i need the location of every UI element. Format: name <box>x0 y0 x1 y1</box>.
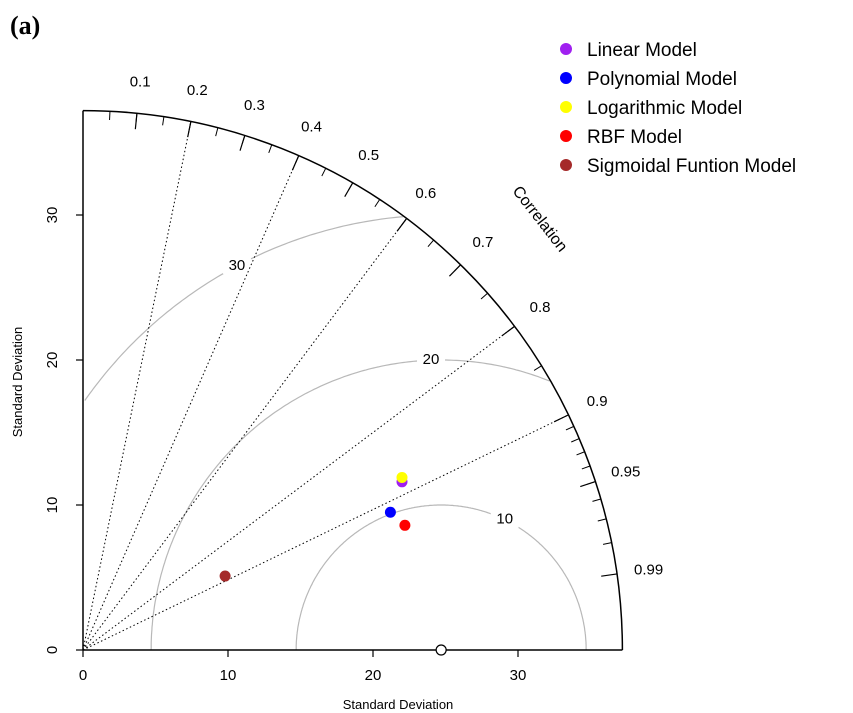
correlation-minor-tick <box>602 542 612 545</box>
correlation-ray-0.4 <box>82 155 300 651</box>
y-tick-label-10: 10 <box>44 497 61 514</box>
legend-label-sigmoidal-funtion-model: Sigmoidal Funtion Model <box>587 156 796 177</box>
rms-contours: 10 20 30 <box>84 216 587 651</box>
x-tick-label-30: 30 <box>510 667 527 684</box>
point-polynomial-model <box>384 506 396 518</box>
x-tick-label-10: 10 <box>220 667 237 684</box>
model-points <box>219 471 447 656</box>
correlation-minor-tick <box>597 518 607 522</box>
correlation-major-tick <box>239 135 246 151</box>
y-axis-title: Standard Deviation <box>10 327 25 438</box>
correlation-major-tick <box>344 182 354 197</box>
correlation-tick-label-0.95: 0.95 <box>611 464 640 481</box>
rms-contour-20 <box>150 359 551 651</box>
legend-label-linear-model: Linear Model <box>587 40 697 61</box>
correlation-ray-0.8 <box>82 325 515 651</box>
rms-label-bg <box>490 509 519 528</box>
correlation-tick-label-0.3: 0.3 <box>244 97 265 114</box>
correlation-minor-tick <box>581 465 591 470</box>
legend-label-polynomial-model: Polynomial Model <box>587 69 737 90</box>
legend-marker-logarithmic-model <box>560 101 572 113</box>
point-logarithmic-model <box>396 471 408 483</box>
y-tick-label-0: 0 <box>44 646 61 654</box>
rms-label-20: 20 <box>423 351 440 368</box>
correlation-tick-label-0.8: 0.8 <box>530 299 551 316</box>
rms-label-10: 10 <box>496 511 513 528</box>
correlation-major-tick <box>501 325 515 337</box>
correlation-tick-label-0.9: 0.9 <box>587 393 608 410</box>
correlation-major-tick <box>134 113 138 130</box>
correlation-major-tick <box>553 414 569 423</box>
correlation-minor-tick <box>576 451 585 456</box>
correlation-ray-0.2 <box>82 121 192 651</box>
correlation-tick-label-0.1: 0.1 <box>130 74 151 91</box>
x-tick-label-20: 20 <box>365 667 382 684</box>
correlation-minor-tick <box>427 239 434 248</box>
legend-marker-rbf-model <box>560 130 572 142</box>
correlation-minor-tick <box>162 116 165 126</box>
correlation-rays <box>82 121 569 651</box>
correlation-tick-label-0.4: 0.4 <box>301 118 322 135</box>
correlation-minor-tick <box>321 168 327 177</box>
correlation-major-tick <box>448 264 462 277</box>
x-tick-label-0: 0 <box>79 667 87 684</box>
x-axis-title: Standard Deviation <box>343 697 454 712</box>
correlation-tick-label-0.2: 0.2 <box>187 82 208 99</box>
correlation-minor-tick <box>215 127 219 137</box>
correlation-tick-label-0.7: 0.7 <box>472 234 493 251</box>
legend: Linear Model Polynomial Model Logarithmic … <box>560 40 796 177</box>
rms-contour-10 <box>295 504 587 651</box>
correlation-major-tick <box>396 218 408 232</box>
correlation-tick-label-0.6: 0.6 <box>415 185 436 202</box>
outer-arc <box>82 109 624 651</box>
correlation-minor-tick <box>268 144 273 154</box>
correlation-major-tick <box>601 573 618 577</box>
correlation-ray-0.6 <box>82 218 408 651</box>
correlation-major-tick <box>187 121 192 138</box>
correlation-minor-tick <box>592 498 601 502</box>
correlation-major-tick <box>291 155 300 171</box>
correlation-axis-title: Correlation <box>509 183 571 255</box>
point-rbf-model <box>399 519 411 531</box>
correlation-minor-tick <box>565 425 575 431</box>
correlation-tick-label-0.5: 0.5 <box>358 147 379 164</box>
reference-point <box>435 644 447 656</box>
rms-label-30: 30 <box>229 257 246 274</box>
correlation-tick-label-0.99: 0.99 <box>634 561 663 578</box>
y-tick-label-30: 30 <box>44 207 61 224</box>
legend-marker-polynomial-model <box>560 72 572 84</box>
correlation-major-tick <box>580 481 596 488</box>
legend-marker-linear-model <box>560 43 572 55</box>
sd-axes: 0 0 10 10 20 20 30 30 <box>44 207 526 684</box>
legend-label-rbf-model: RBF Model <box>587 127 682 148</box>
correlation-ray-0.9 <box>82 414 569 651</box>
correlation-minor-tick <box>480 292 488 300</box>
correlation-minor-tick <box>374 199 381 208</box>
correlation-minor-tick <box>533 365 542 371</box>
panel-label: (a) <box>10 11 40 40</box>
legend-label-logarithmic-model: Logarithmic Model <box>587 98 742 119</box>
correlation-minor-tick <box>571 438 580 443</box>
point-sigmoidal-funtion-model <box>219 570 231 582</box>
rms-label-bg <box>417 350 446 369</box>
legend-marker-sigmoidal-funtion-model <box>560 159 572 171</box>
plot-frame <box>82 109 624 651</box>
y-tick-label-20: 20 <box>44 352 61 369</box>
correlation-ticks: 0.1 0.2 0.3 0.4 0.5 0.6 0.7 0.8 0.9 0.95 0.99 <box>109 74 663 578</box>
rms-label-bg <box>222 255 251 274</box>
